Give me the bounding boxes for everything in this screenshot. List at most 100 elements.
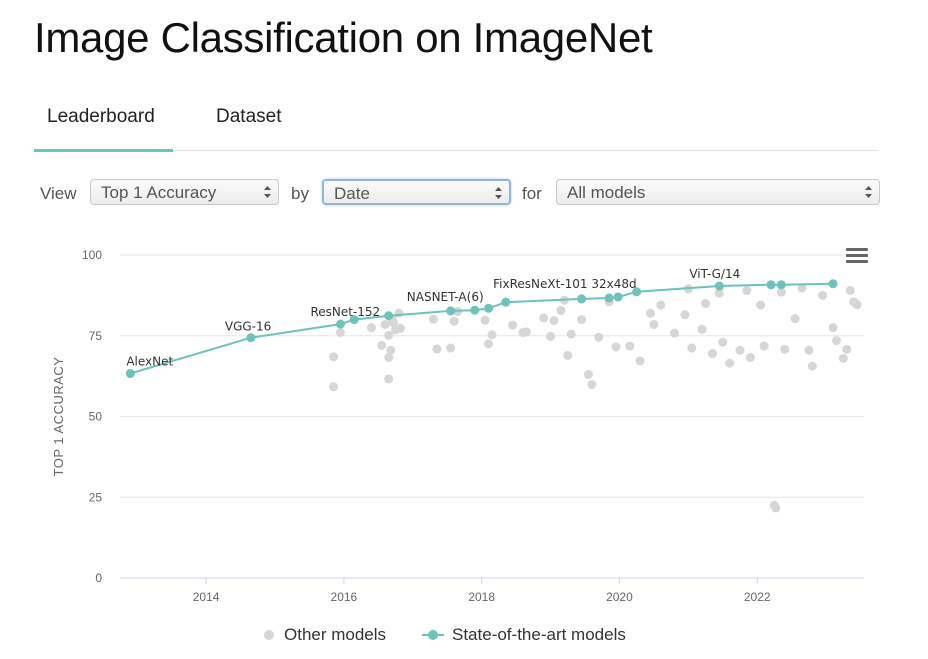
other-model-point[interactable] — [818, 290, 828, 300]
other-model-point[interactable] — [587, 380, 597, 390]
other-model-point[interactable] — [714, 288, 724, 298]
other-model-point[interactable] — [771, 503, 781, 513]
other-model-point[interactable] — [563, 350, 573, 360]
other-model-point[interactable] — [384, 330, 394, 340]
other-model-point[interactable] — [395, 323, 405, 333]
other-model-point[interactable] — [480, 315, 490, 325]
sota-model-point[interactable] — [632, 287, 642, 297]
legend-item-sota-models[interactable]: State-of-the-art models — [422, 625, 626, 645]
y-tick-label: 50 — [89, 410, 103, 424]
other-model-point[interactable] — [852, 300, 862, 310]
sota-model-point[interactable] — [714, 281, 724, 291]
y-tick-label: 100 — [82, 248, 102, 262]
sota-model-point[interactable] — [125, 369, 135, 379]
sota-model-point[interactable] — [828, 279, 838, 289]
other-model-point[interactable] — [797, 283, 807, 293]
sota-model-point[interactable] — [384, 311, 394, 321]
sota-model-point[interactable] — [335, 319, 345, 329]
models-select[interactable]: All models — [556, 179, 880, 205]
legend-line-dot-icon — [422, 630, 444, 640]
sota-model-point[interactable] — [246, 333, 256, 343]
other-model-point[interactable] — [790, 314, 800, 324]
other-model-point[interactable] — [428, 314, 438, 324]
other-model-point[interactable] — [583, 370, 593, 380]
other-model-point[interactable] — [845, 286, 855, 296]
other-model-point[interactable] — [335, 328, 345, 338]
other-model-point[interactable] — [742, 286, 752, 296]
other-model-point[interactable] — [446, 343, 456, 353]
other-model-point[interactable] — [645, 308, 655, 318]
other-model-point[interactable] — [566, 329, 576, 339]
other-model-point[interactable] — [828, 323, 838, 333]
hamburger-menu-icon[interactable] — [846, 248, 868, 266]
other-model-point[interactable] — [549, 316, 559, 326]
other-model-point[interactable] — [807, 361, 817, 371]
sota-model-point[interactable] — [604, 293, 614, 303]
other-model-point[interactable] — [842, 344, 852, 354]
sota-model-point[interactable] — [501, 297, 511, 307]
y-axis-title: TOP 1 ACCURACY — [51, 357, 66, 477]
other-model-point[interactable] — [804, 345, 814, 355]
other-model-point[interactable] — [386, 345, 396, 355]
other-model-point[interactable] — [487, 330, 497, 340]
metric-select[interactable]: Top 1 Accuracy — [90, 179, 279, 205]
other-model-point[interactable] — [388, 318, 398, 328]
by-label: by — [291, 184, 309, 203]
other-model-point[interactable] — [838, 353, 848, 363]
sota-model-point[interactable] — [484, 303, 494, 313]
other-model-point[interactable] — [725, 358, 735, 368]
other-model-point[interactable] — [625, 341, 635, 351]
other-model-point[interactable] — [432, 344, 442, 354]
other-model-point[interactable] — [701, 298, 711, 308]
other-model-point[interactable] — [697, 324, 707, 334]
sota-model-point[interactable] — [776, 280, 786, 290]
other-model-point[interactable] — [680, 310, 690, 320]
other-model-point[interactable] — [521, 327, 531, 337]
sota-model-point[interactable] — [613, 292, 623, 302]
other-model-point[interactable] — [670, 328, 680, 338]
other-model-point[interactable] — [594, 332, 604, 342]
other-model-point[interactable] — [394, 308, 404, 318]
other-model-point[interactable] — [735, 345, 745, 355]
sota-model-point[interactable] — [349, 315, 359, 325]
models-select-value: All models — [567, 183, 646, 202]
other-model-point[interactable] — [377, 340, 387, 350]
legend-item-other-models[interactable]: Other models — [262, 625, 386, 645]
other-model-point[interactable] — [831, 336, 841, 346]
other-model-point[interactable] — [384, 352, 394, 362]
other-model-point[interactable] — [780, 344, 790, 354]
other-model-point[interactable] — [380, 319, 390, 329]
sota-model-point[interactable] — [446, 306, 456, 316]
other-model-point[interactable] — [449, 316, 459, 326]
other-model-point[interactable] — [329, 352, 339, 362]
x-tick-label: 2014 — [193, 590, 220, 604]
other-model-point[interactable] — [718, 337, 728, 347]
date-select[interactable]: Date — [322, 179, 511, 205]
model-annotation-label: VGG-16 — [225, 320, 271, 334]
other-model-point[interactable] — [687, 343, 697, 353]
tab-leaderboard[interactable]: Leaderboard — [47, 106, 155, 127]
other-model-point[interactable] — [384, 374, 394, 384]
other-model-point[interactable] — [745, 352, 755, 362]
other-model-point[interactable] — [776, 287, 786, 297]
tab-dataset[interactable]: Dataset — [216, 106, 282, 127]
other-model-point[interactable] — [366, 323, 376, 333]
other-model-point[interactable] — [484, 339, 494, 349]
other-model-point[interactable] — [707, 349, 717, 359]
other-model-point[interactable] — [635, 356, 645, 366]
other-model-point[interactable] — [649, 319, 659, 329]
other-model-point[interactable] — [539, 313, 549, 323]
other-model-point[interactable] — [756, 300, 766, 310]
other-model-point[interactable] — [577, 315, 587, 325]
other-model-point[interactable] — [556, 306, 566, 316]
other-model-point[interactable] — [656, 300, 666, 310]
sota-model-point[interactable] — [470, 305, 480, 315]
accuracy-chart: 0 25 50 75 100 2014 2016 2018 2020 2022 TOP 1 ACC… — [51, 248, 864, 604]
other-model-point[interactable] — [329, 382, 339, 392]
other-model-point[interactable] — [508, 320, 518, 330]
other-model-point[interactable] — [759, 341, 769, 351]
other-model-point[interactable] — [611, 342, 621, 352]
other-model-point[interactable] — [546, 331, 556, 341]
sota-model-point[interactable] — [577, 294, 587, 304]
sota-model-point[interactable] — [766, 280, 776, 290]
